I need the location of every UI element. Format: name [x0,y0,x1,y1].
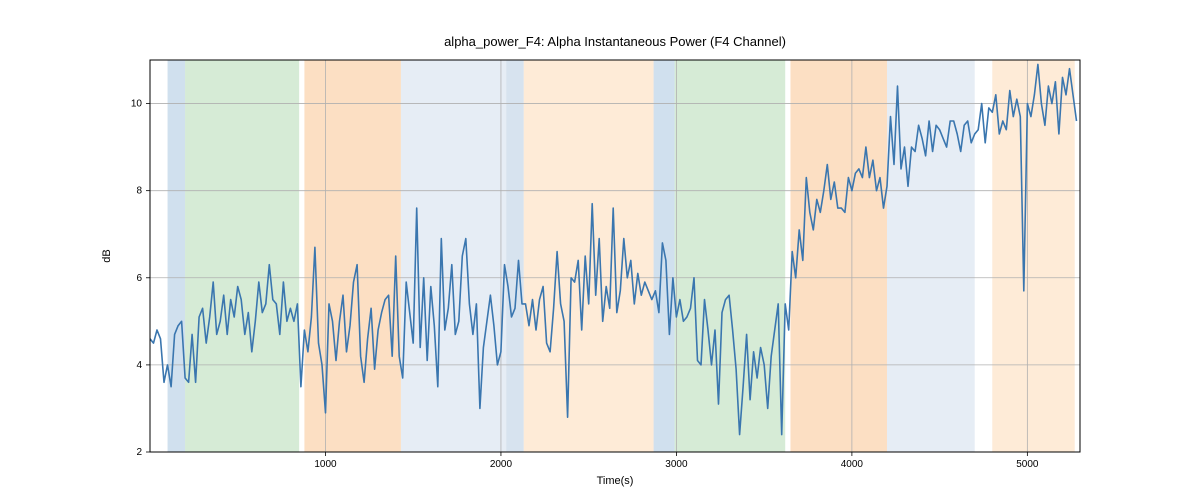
y-tick-label: 2 [136,447,142,458]
y-axis-label: dB [101,249,113,262]
band-5 [524,60,654,452]
x-tick-label: 4000 [841,459,864,470]
y-tick-label: 4 [136,360,142,371]
x-tick-label: 3000 [665,459,688,470]
band-1 [185,60,299,452]
x-tick-label: 2000 [490,459,513,470]
line-chart: 1000 2000 3000 4000 5000 2 4 6 8 10 Time(s) dB alpha… [0,0,1200,500]
y-tick-label: 10 [131,99,143,110]
band-2 [304,60,401,452]
band-8 [790,60,887,452]
chart-container: 1000 2000 3000 4000 5000 2 4 6 8 10 Time(s) dB alpha… [0,0,1200,500]
x-tick-label: 5000 [1016,459,1039,470]
band-9 [887,60,975,452]
x-tick-label: 1000 [314,459,337,470]
y-tick-label: 6 [136,273,142,284]
band-10 [992,60,1074,452]
band-4 [506,60,524,452]
band-3 [401,60,506,452]
band-6 [654,60,675,452]
x-axis-label: Time(s) [597,475,634,487]
chart-title: alpha_power_F4: Alpha Instantaneous Powe… [444,34,786,49]
band-0 [168,60,186,452]
y-tick-label: 8 [136,186,142,197]
